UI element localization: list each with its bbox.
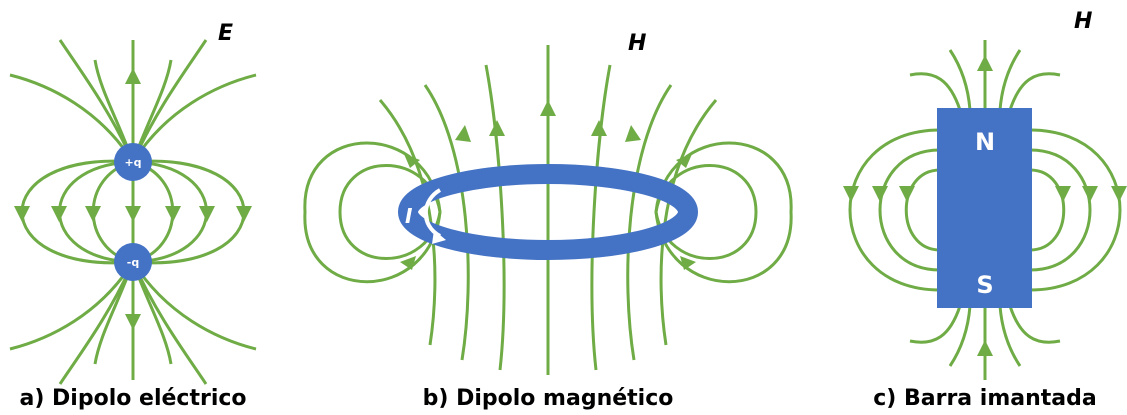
current-label: I — [405, 204, 413, 228]
arrow — [1111, 186, 1127, 202]
arrow — [540, 100, 556, 116]
field-line — [910, 306, 960, 342]
pole-label: N — [975, 128, 995, 156]
field-line — [486, 65, 504, 370]
arrow — [125, 68, 141, 84]
pole-label: S — [976, 271, 993, 299]
magnetic-dipole: I H b) Dipolo magnético — [305, 31, 791, 411]
caption: b) Dipolo magnético — [423, 386, 674, 411]
arrow — [125, 314, 141, 330]
caption: c) Barra imantada — [873, 386, 1097, 411]
field-line — [1000, 50, 1020, 110]
field-line — [1010, 306, 1060, 342]
arrow — [489, 120, 505, 136]
arrow — [14, 206, 30, 222]
field-line — [906, 170, 940, 250]
field-line — [1030, 150, 1090, 270]
field-line — [656, 143, 791, 282]
field-label: H — [628, 31, 646, 56]
arrow — [843, 186, 859, 202]
arrow — [165, 206, 181, 222]
field-label: H — [1074, 9, 1092, 34]
field-line — [880, 150, 940, 270]
field-line — [1030, 170, 1064, 250]
caption: a) Dipolo eléctrico — [19, 386, 246, 411]
arrow — [977, 55, 993, 71]
field-line — [1030, 130, 1120, 290]
arrow — [625, 125, 641, 142]
arrow — [51, 206, 67, 222]
field-line — [656, 166, 756, 259]
arrow — [899, 186, 915, 202]
arrow — [125, 206, 141, 222]
charge-label: +q — [124, 156, 141, 169]
arrow — [977, 340, 993, 356]
diagram: +q -q E a) Dipolo eléctrico I H b) Dipol… — [0, 0, 1127, 415]
arrow — [236, 206, 252, 222]
arrow — [85, 206, 101, 222]
field-line — [133, 161, 244, 263]
field-line — [1000, 306, 1020, 366]
bar-magnet: N S H c) Barra imantada — [843, 9, 1127, 411]
arrow — [591, 120, 607, 136]
field-line — [850, 130, 940, 290]
arrow — [1082, 186, 1098, 202]
field-line — [910, 74, 960, 110]
electric-dipole: +q -q E a) Dipolo eléctrico — [10, 21, 256, 411]
arrow — [1055, 186, 1071, 202]
arrow — [199, 206, 215, 222]
charge-label: -q — [127, 256, 139, 269]
field-line — [1010, 74, 1060, 110]
field-line — [305, 143, 440, 282]
field-line — [22, 161, 133, 263]
field-label: E — [218, 21, 233, 46]
arrow — [455, 125, 471, 142]
field-line — [592, 65, 610, 370]
field-line — [950, 50, 970, 110]
field-line — [950, 306, 970, 366]
arrow — [872, 186, 888, 202]
